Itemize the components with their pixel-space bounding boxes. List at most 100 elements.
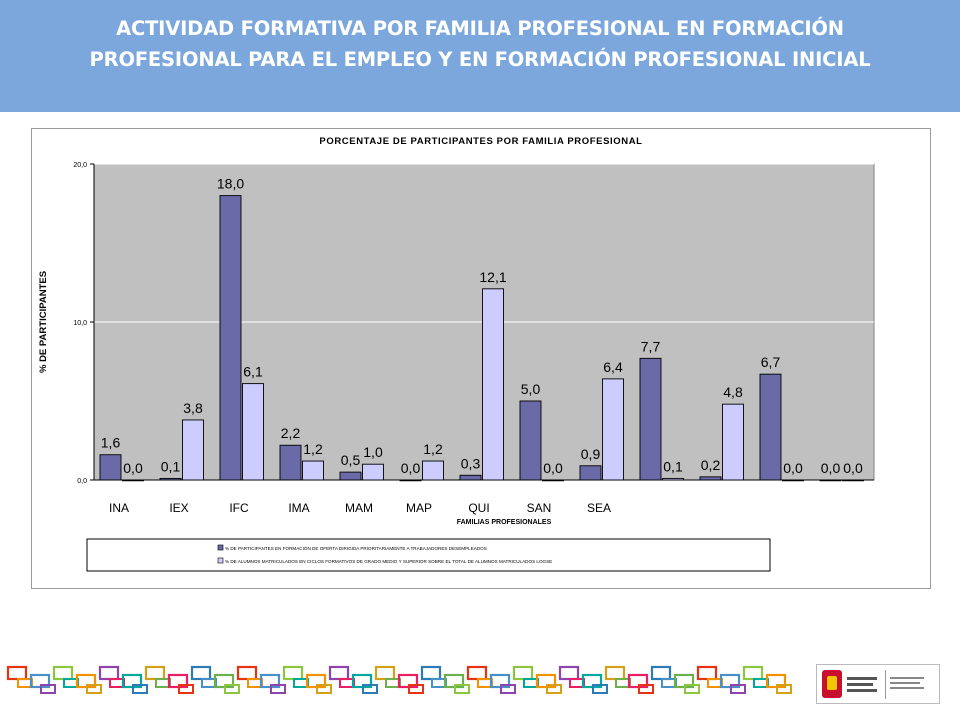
chain-link — [696, 665, 718, 681]
data-label-series1: 5,0 — [521, 381, 541, 397]
chain-link — [466, 665, 488, 681]
bar-series2 — [542, 479, 564, 482]
x-category-label: MAP — [406, 501, 432, 515]
bar-series1 — [579, 465, 602, 481]
legend-label-series2: % DE ALUMNOS MATRICULADOS EN CICLOS FORM… — [225, 559, 552, 564]
chain-link — [431, 678, 447, 688]
x-axis-label: FAMILIAS PROFESIONALES — [457, 519, 552, 526]
data-label-series1: 0,2 — [701, 457, 721, 473]
bar-series1 — [219, 195, 242, 481]
chain-link — [316, 684, 332, 694]
chain-link — [6, 665, 28, 681]
x-category-label: SEA — [587, 501, 611, 515]
bar-series1 — [159, 477, 182, 481]
bar-chart: PORCENTAJE DE PARTICIPANTES POR FAMILIA … — [38, 136, 875, 572]
chain-link — [155, 678, 171, 688]
bar-series2 — [482, 288, 504, 481]
bar-series1 — [519, 400, 542, 481]
chain-link — [270, 684, 286, 694]
chain-link — [132, 684, 148, 694]
bar-series2 — [302, 460, 324, 481]
bar-series1 — [99, 454, 122, 481]
chain-link — [638, 684, 654, 694]
chain-link — [144, 665, 166, 681]
data-label-series2: 1,2 — [423, 441, 443, 457]
chain-link — [477, 678, 493, 688]
chain-link — [512, 665, 534, 681]
x-category-label: IFC — [229, 501, 249, 515]
data-label-series2: 1,0 — [363, 444, 383, 460]
bar-series2 — [122, 479, 144, 482]
legend-label-series1: % DE PARTICIPANTES EN FORMACIÓN DE OFERT… — [225, 545, 487, 551]
x-category-label: SAN — [527, 501, 552, 515]
bar-series2 — [602, 378, 624, 481]
data-label-series1: 0,0 — [401, 460, 421, 476]
data-label-series2: 4,8 — [723, 384, 743, 400]
chain-link — [604, 665, 626, 681]
chain-link — [420, 665, 442, 681]
chain-link — [730, 684, 746, 694]
data-label-series2: 1,2 — [303, 441, 323, 457]
chain-link — [385, 678, 401, 688]
data-label-series2: 0,0 — [543, 460, 563, 476]
chain-link — [201, 678, 217, 688]
bar-series2 — [242, 383, 264, 481]
chain-link — [282, 665, 304, 681]
chain-link — [98, 665, 120, 681]
bar-series1 — [399, 479, 422, 482]
data-label-series2: 0,1 — [663, 458, 683, 474]
data-label-series1: 1,6 — [101, 435, 121, 451]
chain-link — [650, 665, 672, 681]
chain-link — [500, 684, 516, 694]
chain-link — [328, 665, 350, 681]
bar-series1 — [819, 479, 842, 482]
chain-link — [362, 684, 378, 694]
chart-frame: PORCENTAJE DE PARTICIPANTES POR FAMILIA … — [31, 128, 931, 589]
page-title: ACTIVIDAD FORMATIVA POR FAMILIA PROFESIO… — [40, 13, 920, 75]
legend-box — [86, 538, 771, 572]
data-label-series1: 2,2 — [281, 425, 301, 441]
bar-series1 — [279, 444, 302, 481]
chart-title: PORCENTAJE DE PARTICIPANTES POR FAMILIA … — [319, 136, 642, 147]
chain-link — [374, 665, 396, 681]
chain-link — [546, 684, 562, 694]
chain-link — [224, 684, 240, 694]
chain-link — [454, 684, 470, 694]
chain-link — [408, 684, 424, 694]
chain-link — [86, 684, 102, 694]
legend-swatch-series2 — [217, 557, 224, 564]
page-title-line-1: ACTIVIDAD FORMATIVA POR FAMILIA PROFESIO… — [116, 17, 844, 40]
bar-series2 — [362, 463, 384, 481]
data-label-series1: 0,0 — [821, 460, 841, 476]
data-label-series1: 6,7 — [761, 354, 781, 370]
data-label-series2: 0,0 — [843, 460, 863, 476]
data-label-series1: 0,9 — [581, 446, 601, 462]
data-label-series2: 0,0 — [123, 460, 143, 476]
bar-series2 — [782, 479, 804, 482]
chain-link — [190, 665, 212, 681]
chain-link — [592, 684, 608, 694]
x-category-label: QUI — [468, 501, 489, 515]
coat-of-arms-icon — [822, 670, 842, 698]
chain-link — [776, 684, 792, 694]
y-tick-label: 0,0 — [77, 478, 87, 485]
chain-link — [339, 678, 355, 688]
data-label-series1: 0,3 — [461, 455, 481, 471]
chain-link — [178, 684, 194, 694]
government-logo — [816, 664, 940, 704]
bar-series1 — [639, 357, 662, 481]
data-label-series1: 18,0 — [217, 176, 244, 192]
data-label-series2: 0,0 — [783, 460, 803, 476]
y-tick-label: 20,0 — [73, 162, 87, 169]
title-banner: ACTIVIDAD FORMATIVA POR FAMILIA PROFESIO… — [0, 0, 960, 112]
x-category-label: MAM — [345, 501, 373, 515]
data-label-series2: 6,1 — [243, 364, 263, 380]
chain-link — [742, 665, 764, 681]
bar-series2 — [842, 479, 864, 482]
chain-link — [236, 665, 258, 681]
bar-series1 — [459, 474, 482, 481]
decorative-chain-border — [6, 665, 792, 694]
bar-series1 — [699, 476, 722, 481]
x-category-label: INA — [109, 501, 129, 515]
bar-series1 — [759, 373, 782, 481]
